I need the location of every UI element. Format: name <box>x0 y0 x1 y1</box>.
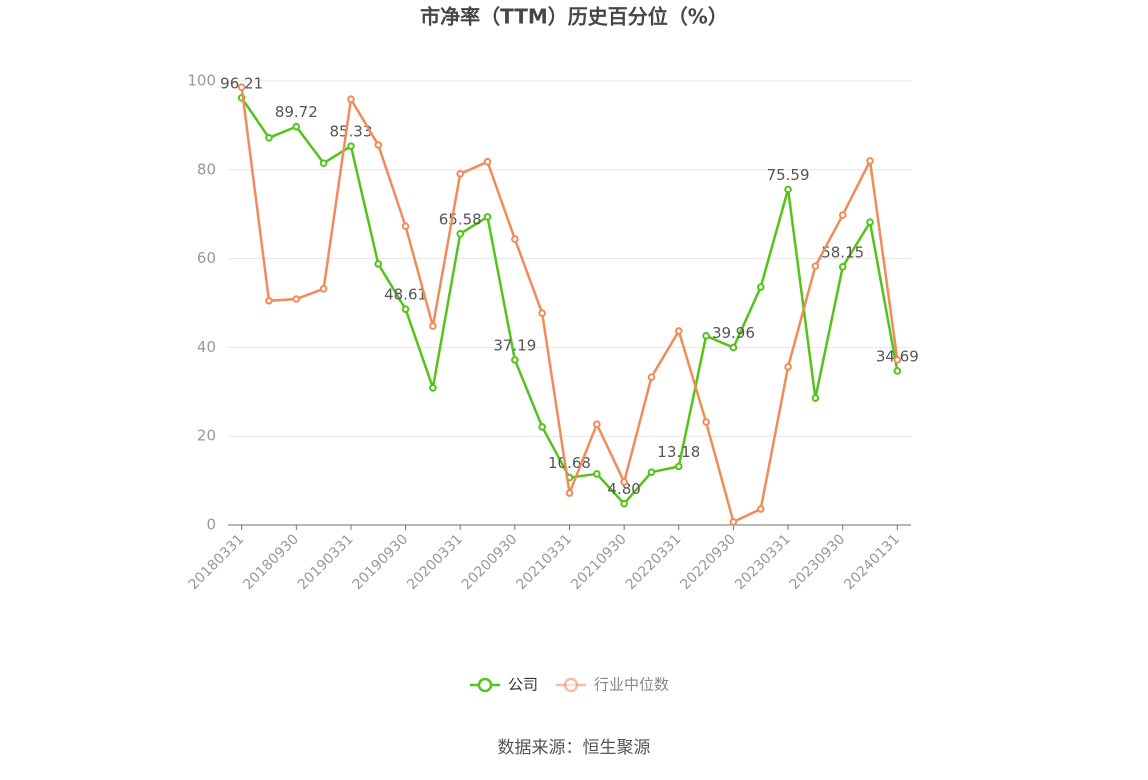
x-tick-label: 20180930 <box>240 531 302 593</box>
point <box>620 499 628 508</box>
chart-title: 市净率（TTM）历史百分位（%） <box>420 5 728 29</box>
data-label: 39.96 <box>712 324 755 342</box>
point <box>429 384 437 392</box>
y-tick-label: 0 <box>206 516 216 534</box>
series-line <box>240 97 899 506</box>
source: 数据来源：恒生聚源 <box>498 738 651 758</box>
point <box>319 284 328 293</box>
point <box>729 518 738 526</box>
x-tick-label: 20230930 <box>787 531 849 593</box>
point <box>593 470 601 478</box>
point <box>538 423 546 431</box>
point <box>374 141 383 149</box>
legend-marker <box>563 677 579 693</box>
point <box>483 158 492 166</box>
x-tick-label: 20190331 <box>295 531 357 593</box>
legend-marker <box>477 677 493 693</box>
point <box>292 295 301 303</box>
data-label: 96.21 <box>220 74 263 92</box>
legend-label: 行业中位数 <box>594 676 669 694</box>
y-tick-label: 80 <box>197 160 216 178</box>
x-tick-label: 20210331 <box>513 531 575 593</box>
point <box>674 462 683 471</box>
y-tick-label: 40 <box>197 338 216 356</box>
point <box>647 373 656 381</box>
y-tick-label: 20 <box>197 427 216 445</box>
point <box>265 134 273 142</box>
point <box>483 213 492 221</box>
data-label: 4.80 <box>607 480 640 498</box>
legend-label: 公司 <box>508 676 538 694</box>
point <box>756 283 765 291</box>
point <box>620 478 628 486</box>
x-tick-label: 20180331 <box>186 531 248 593</box>
point <box>237 83 246 92</box>
point <box>593 420 601 429</box>
point <box>647 468 656 476</box>
x-tick-label: 20220331 <box>623 531 685 593</box>
point <box>456 230 465 238</box>
point <box>784 363 792 371</box>
x-tick-label: 20200331 <box>404 531 466 593</box>
point <box>265 296 273 305</box>
data-label: 48.61 <box>384 286 427 304</box>
data-label: 85.33 <box>329 123 372 141</box>
point <box>401 222 410 230</box>
y-tick-label: 60 <box>197 249 216 267</box>
point <box>374 260 383 268</box>
point <box>565 489 574 497</box>
point <box>838 263 847 271</box>
point <box>319 159 328 167</box>
data-label: 58.15 <box>821 243 864 261</box>
data-label: 65.58 <box>439 210 482 228</box>
point <box>893 367 902 375</box>
point <box>702 418 710 426</box>
point <box>866 157 874 165</box>
point <box>347 95 355 104</box>
point <box>729 343 738 352</box>
point <box>784 185 792 194</box>
data-label: 89.72 <box>275 103 318 121</box>
point <box>811 262 820 270</box>
data-label: 75.59 <box>767 166 810 184</box>
x-tick-label: 20210930 <box>568 531 630 593</box>
point <box>347 142 355 150</box>
point <box>511 356 519 364</box>
point <box>866 218 874 226</box>
point <box>429 322 437 330</box>
point <box>292 122 301 131</box>
point <box>456 169 465 178</box>
point <box>511 235 519 243</box>
point <box>811 394 820 402</box>
point <box>838 211 847 219</box>
point <box>702 332 710 340</box>
data-label: 37.19 <box>493 336 536 354</box>
y-tick-label: 100 <box>187 72 216 90</box>
point <box>893 356 902 364</box>
point <box>674 327 683 335</box>
x-tick-label: 20190930 <box>350 531 412 593</box>
x-tick-label: 20220930 <box>677 531 739 593</box>
data-label: 13.18 <box>657 443 700 461</box>
point <box>756 505 765 513</box>
x-tick-label: 20240131 <box>841 531 903 593</box>
point <box>538 309 546 318</box>
x-tick-label: 20200930 <box>459 531 521 593</box>
point <box>401 305 410 313</box>
x-tick-label: 20230331 <box>732 531 794 593</box>
